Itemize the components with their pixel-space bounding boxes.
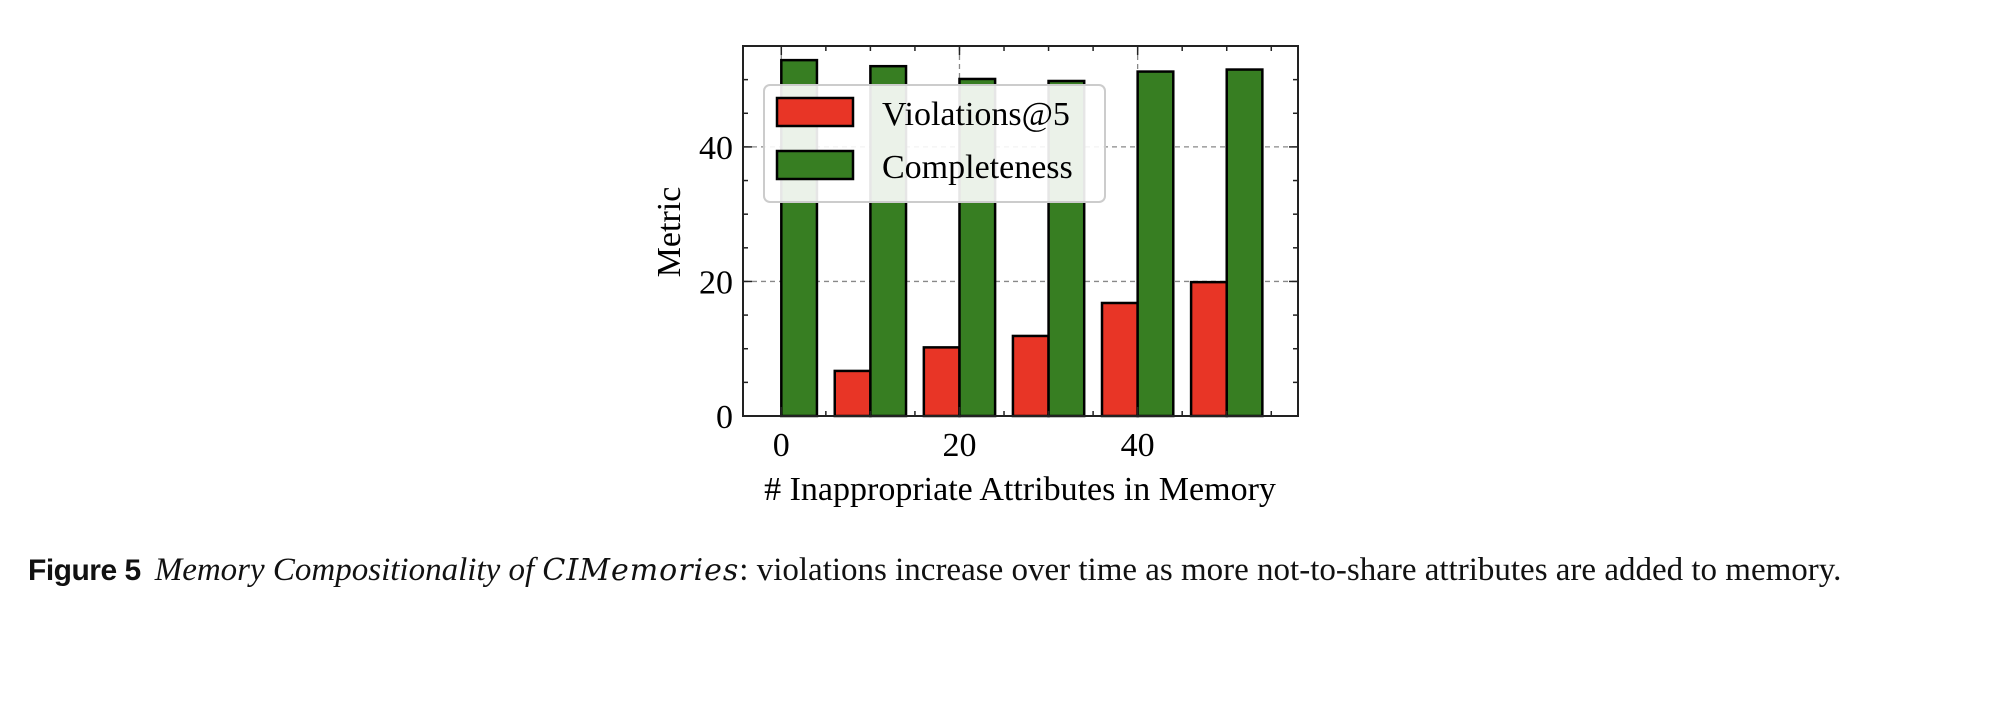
bar-completeness [1136, 70, 1175, 418]
legend-label-violations: Violations@5 [882, 96, 1070, 133]
x-tick-label: 20 [942, 427, 976, 464]
y-tick-label: 0 [716, 399, 733, 436]
y-tick-label: 40 [699, 130, 733, 167]
tick-labels: 0 20 40 0 20 40 [699, 130, 1155, 464]
plot-frame [742, 45, 1299, 417]
x-tick-label: 40 [1121, 427, 1155, 464]
legend: Violations@5 Completeness [763, 84, 1106, 203]
bar-completeness [1225, 68, 1264, 418]
bar-violations-5 [1189, 280, 1228, 418]
legend-swatch-completeness [775, 149, 855, 181]
bar-violations-5 [1100, 301, 1139, 418]
y-axis-label: Metric [651, 187, 688, 278]
legend-label-completeness: Completeness [882, 149, 1073, 186]
x-tick-label: 0 [773, 427, 790, 464]
bar-violations-5 [1011, 334, 1050, 418]
figure-label: Figure 5 [28, 554, 141, 587]
figure-title: Memory Compositionality of [154, 552, 535, 588]
axis-ticks [743, 45, 1298, 417]
x-axis-label: # Inappropriate Attributes in Memory [764, 471, 1276, 508]
bar-violations-5 [922, 346, 961, 418]
figure-dataset-name: CIMemories [542, 553, 740, 588]
y-tick-label: 20 [699, 264, 733, 301]
bar-violations-5 [833, 369, 872, 418]
legend-swatch-violations [775, 96, 855, 128]
figure-caption: Figure 5 Memory Compositionality of CIMem… [28, 548, 1922, 593]
figure-caption-text: : violations increase over time as more … [739, 552, 1842, 588]
bar-chart: 0 20 40 0 20 40 # Inappropriate Attributes in… [651, 45, 1299, 508]
